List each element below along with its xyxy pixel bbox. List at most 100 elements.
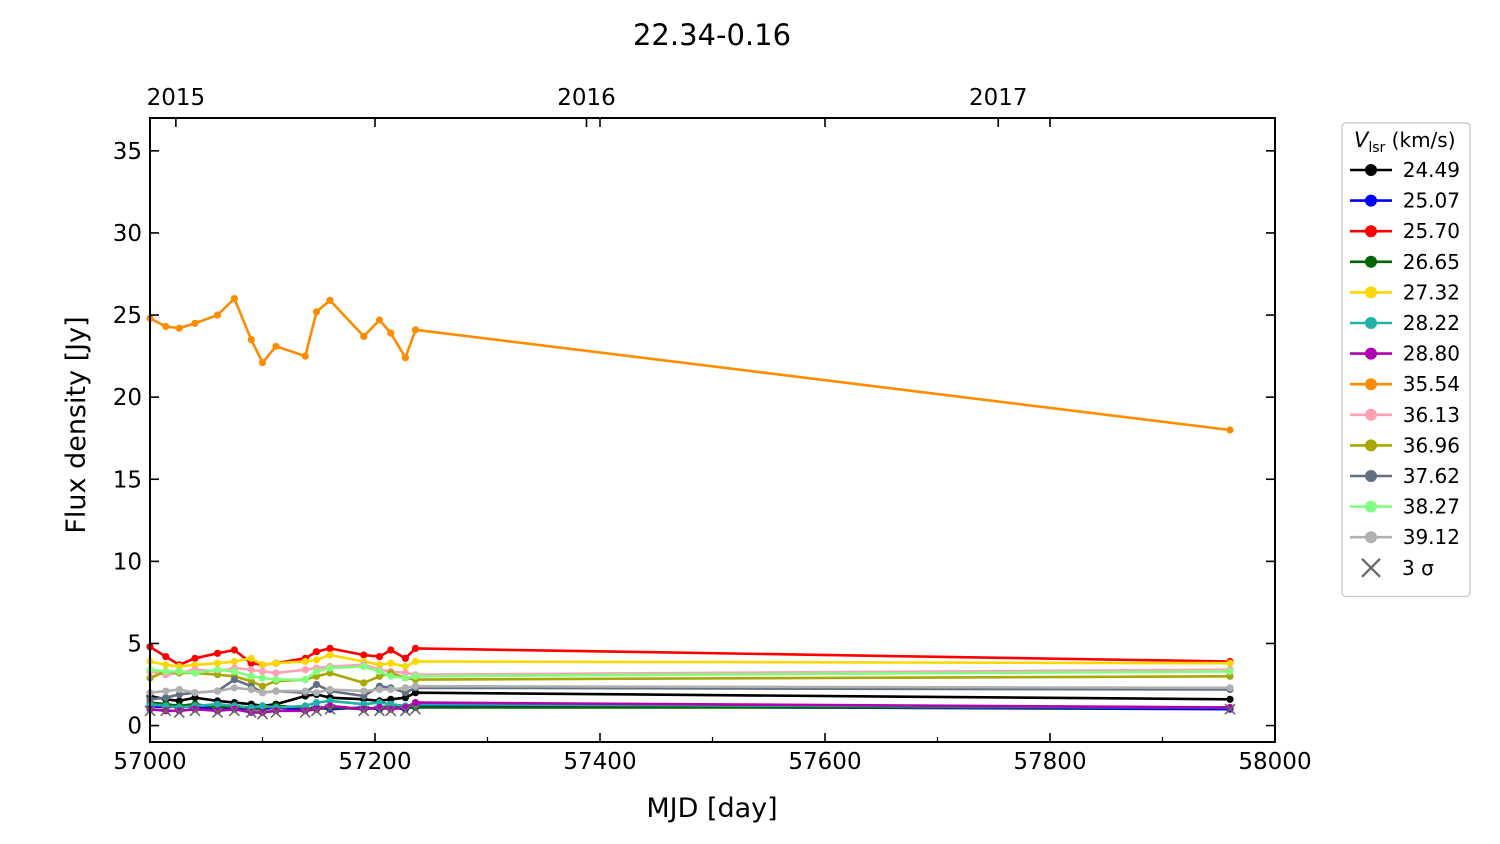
- legend-entry: 36.13: [1350, 403, 1460, 427]
- y-tick-label: 35: [113, 139, 142, 165]
- data-point: [326, 664, 334, 672]
- legend-swatch-marker: [1365, 378, 1377, 391]
- data-point: [411, 644, 420, 653]
- legend-entry: 24.49: [1350, 158, 1460, 182]
- legend-swatch-marker: [1365, 286, 1377, 299]
- data-point: [230, 667, 238, 676]
- data-point: [301, 687, 309, 695]
- data-point: [387, 659, 395, 667]
- data-point: [162, 322, 170, 331]
- legend-swatch-marker: [1365, 194, 1377, 207]
- x-axis-title: MJD [day]: [646, 793, 777, 824]
- legend-entry: 27.32: [1350, 280, 1460, 304]
- data-point: [258, 702, 267, 710]
- legend-entry: 28.80: [1350, 342, 1460, 366]
- data-point: [360, 662, 368, 671]
- data-point: [360, 687, 368, 695]
- data-point: [301, 676, 309, 684]
- legend-entry: 39.12: [1350, 525, 1460, 549]
- sigma-marker: [228, 705, 240, 717]
- sigma-marker: [399, 705, 411, 717]
- legend-entry: 36.96: [1350, 433, 1460, 457]
- data-point: [1226, 426, 1234, 434]
- data-point: [162, 694, 170, 702]
- data-point: [360, 679, 368, 687]
- data-point: [258, 359, 267, 367]
- data-point: [191, 705, 199, 713]
- sigma-marker-layer: [144, 703, 1236, 720]
- data-point: [247, 685, 255, 694]
- legend-label: 36.13: [1403, 403, 1460, 427]
- sigma-marker: [211, 706, 224, 719]
- data-point: [247, 666, 255, 674]
- data-point: [375, 653, 384, 661]
- data-point: [162, 661, 170, 669]
- series-27-32: [146, 651, 1234, 671]
- data-point: [387, 685, 395, 694]
- sigma-marker: [256, 708, 269, 720]
- data-point: [1226, 667, 1234, 676]
- x-tick-label: 57400: [563, 749, 636, 775]
- legend-swatch-marker: [1365, 317, 1377, 329]
- data-point: [191, 689, 199, 697]
- legend-label: 26.65: [1403, 250, 1460, 274]
- legend-swatch-marker: [1365, 439, 1377, 452]
- data-point: [387, 672, 395, 680]
- legend-swatch-marker: [1365, 408, 1377, 421]
- legend-entry: 38.27: [1350, 495, 1460, 519]
- legend-label: 35.54: [1403, 372, 1460, 396]
- data-point: [272, 342, 280, 350]
- data-point: [301, 352, 309, 360]
- data-point: [213, 700, 222, 708]
- legend-entry: 28.22: [1350, 311, 1460, 335]
- data-point: [1226, 659, 1234, 667]
- data-point: [1226, 684, 1234, 692]
- data-point: [272, 659, 280, 667]
- series-25-70: [146, 643, 1234, 669]
- data-point: [312, 308, 321, 316]
- data-point: [411, 682, 420, 690]
- data-point: [387, 700, 395, 708]
- data-point: [387, 329, 395, 337]
- data-point: [258, 682, 267, 690]
- data-point: [360, 332, 368, 340]
- legend-label: 38.27: [1403, 495, 1460, 519]
- data-point: [258, 661, 267, 669]
- data-point: [312, 656, 321, 664]
- legend-swatch-marker: [1365, 225, 1377, 238]
- data-point: [272, 669, 280, 677]
- data-point: [162, 687, 170, 695]
- data-point: [213, 671, 222, 679]
- legend-swatch-marker: [1365, 470, 1377, 482]
- data-point: [272, 707, 280, 715]
- data-point: [213, 687, 222, 695]
- data-point: [375, 316, 384, 324]
- data-point: [213, 659, 222, 667]
- data-point: [312, 680, 321, 689]
- legend-sigma-label: 3 σ: [1402, 556, 1434, 580]
- data-point: [301, 657, 309, 666]
- series-38-27: [146, 662, 1234, 684]
- data-point: [230, 705, 238, 713]
- data-point: [387, 646, 395, 654]
- data-point: [247, 654, 255, 662]
- data-point: [301, 666, 309, 674]
- legend-entry: 25.70: [1350, 219, 1460, 243]
- data-point: [230, 676, 238, 684]
- data-point: [175, 324, 183, 332]
- sigma-marker: [245, 706, 257, 719]
- data-point: [258, 667, 267, 676]
- data-point: [213, 707, 222, 715]
- data-point: [230, 646, 238, 654]
- legend-label: 28.22: [1403, 311, 1460, 335]
- plot-frame: [149, 117, 1276, 743]
- legend-title: Vlsr (km/s): [1354, 128, 1456, 156]
- series-35-54: [146, 295, 1234, 434]
- legend-entry: 37.62: [1350, 464, 1460, 488]
- data-point: [272, 687, 280, 695]
- legend-label: 24.49: [1403, 158, 1460, 182]
- legend-label: 36.96: [1403, 433, 1460, 457]
- data-point: [387, 705, 395, 713]
- data-point: [1226, 695, 1234, 703]
- sigma-marker: [299, 706, 311, 719]
